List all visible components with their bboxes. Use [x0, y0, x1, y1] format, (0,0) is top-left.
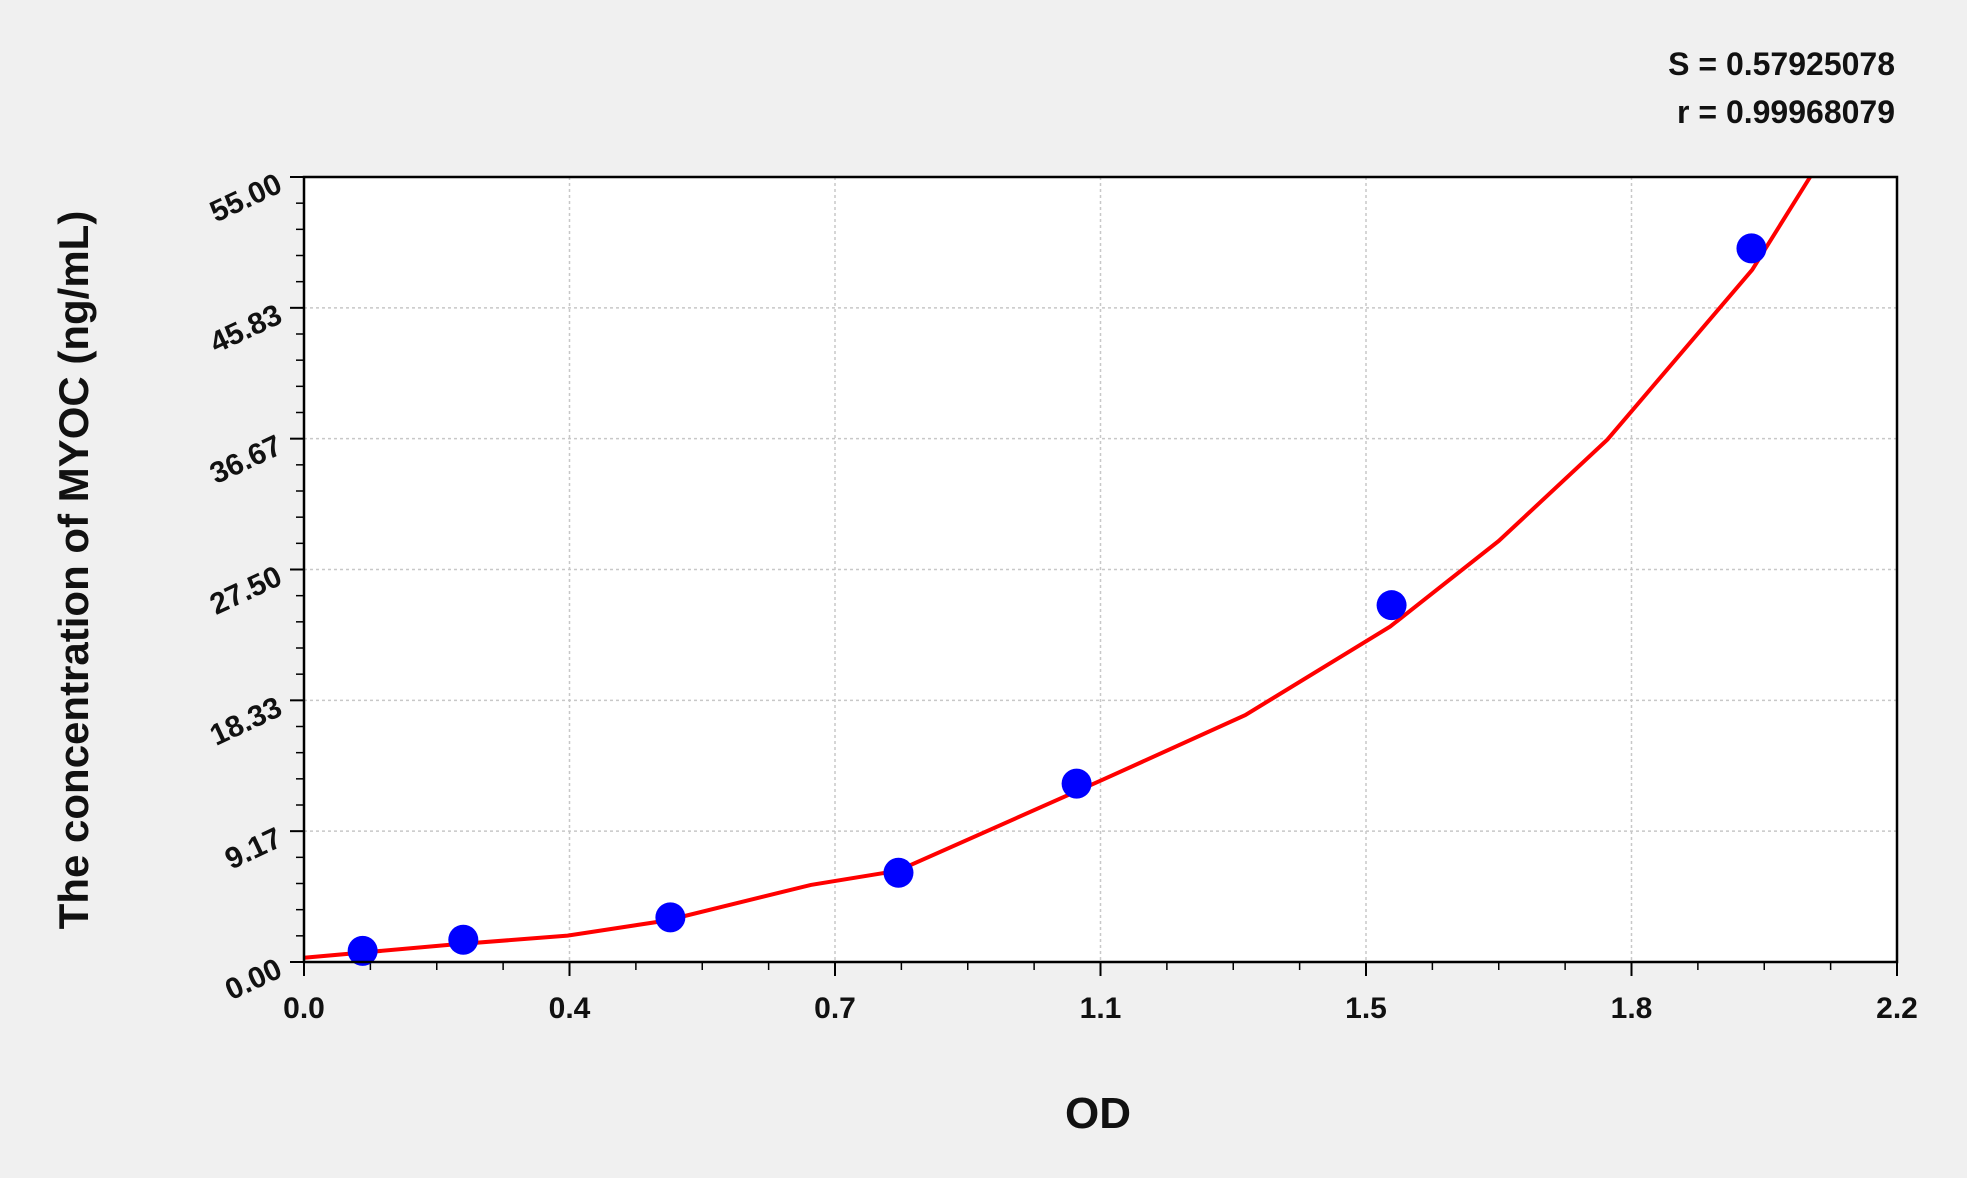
data-point: [448, 924, 479, 955]
x-tick-label: 0.0: [283, 992, 325, 1025]
y-tick-label: 55.00: [205, 167, 287, 229]
y-tick-label: 36.67: [205, 429, 287, 491]
y-tick-label: 18.33: [205, 691, 287, 753]
x-tick-label: 1.5: [1345, 992, 1387, 1025]
data-point: [1736, 233, 1767, 264]
gridlines: [304, 177, 1897, 962]
fit-curve: [303, 175, 1812, 960]
data-point: [655, 902, 686, 933]
data-points: [347, 233, 1767, 966]
y-tick-label: 0.00: [220, 952, 287, 1007]
x-axis-title: OD: [1065, 1089, 1131, 1138]
stat-s: S = 0.57925078: [1668, 46, 1895, 82]
y-axis-title: The concentration of MYOC (ng/mL): [50, 211, 97, 930]
y-tick-label: 9.17: [220, 822, 287, 877]
data-point: [347, 935, 378, 966]
stat-r: r = 0.99968079: [1677, 94, 1895, 130]
y-tick-label: 45.83: [205, 298, 287, 360]
y-tick-label: 27.50: [205, 560, 287, 622]
data-point: [1376, 590, 1407, 621]
axis-ticks: [290, 176, 1898, 976]
data-point: [883, 857, 914, 888]
x-tick-label: 1.1: [1080, 992, 1122, 1025]
data-point: [1061, 768, 1092, 799]
x-tick-label: 2.2: [1876, 992, 1918, 1025]
x-tick-label: 1.8: [1611, 992, 1653, 1025]
x-tick-label: 0.7: [814, 992, 856, 1025]
x-tick-label: 0.4: [549, 992, 591, 1025]
plot-frame: [302, 175, 1899, 964]
